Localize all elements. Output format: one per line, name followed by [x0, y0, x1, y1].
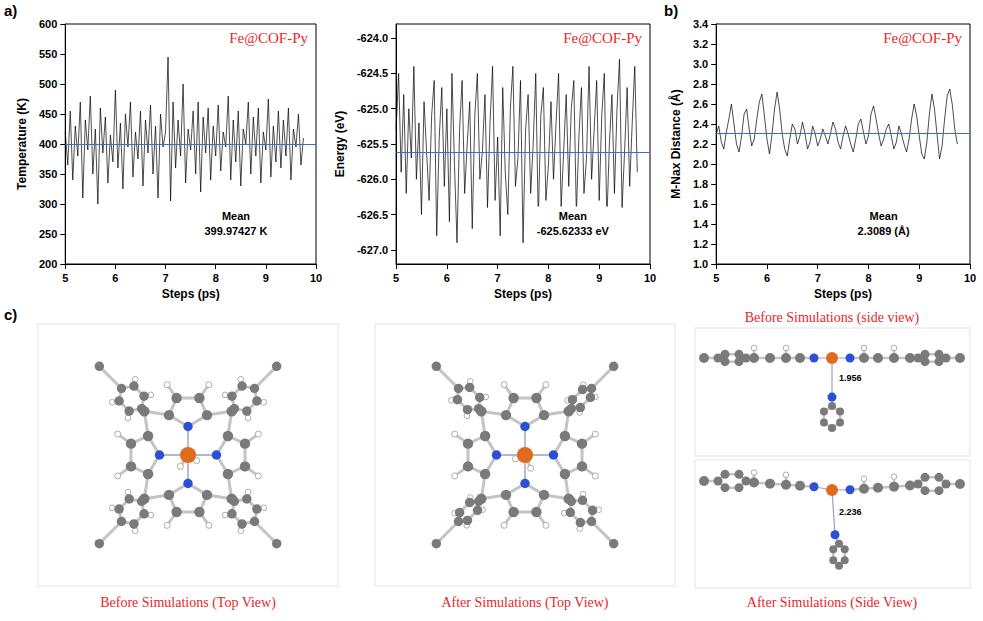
svg-text:1.2: 1.2: [693, 238, 708, 250]
svg-text:2.2: 2.2: [693, 138, 708, 150]
svg-text:1.4: 1.4: [693, 218, 709, 230]
svg-text:2.6: 2.6: [693, 98, 708, 110]
svg-text:5: 5: [62, 272, 68, 284]
svg-text:After Simulations (Side View): After Simulations (Side View): [747, 595, 918, 611]
svg-text:9: 9: [263, 272, 269, 284]
svg-text:2.0: 2.0: [693, 158, 708, 170]
svg-text:6: 6: [764, 272, 770, 284]
svg-text:3.0: 3.0: [693, 58, 708, 70]
svg-text:Before Simulations (Top View): Before Simulations (Top View): [100, 595, 276, 611]
svg-text:Mean: Mean: [559, 210, 587, 222]
svg-text:-626.0: -626.0: [357, 173, 388, 185]
html-text:b): b): [664, 2, 679, 19]
svg-text:6: 6: [444, 272, 450, 284]
svg-text:600: 600: [39, 18, 57, 30]
svg-text:-627.0: -627.0: [357, 244, 388, 256]
html-text:c): c): [4, 306, 18, 323]
svg-text:1.6: 1.6: [693, 198, 708, 210]
svg-text:-625.62333 eV: -625.62333 eV: [537, 225, 610, 237]
svg-text:Steps (ps): Steps (ps): [814, 287, 872, 301]
svg-text:2.3089 (Å): 2.3089 (Å): [858, 225, 910, 237]
svg-text:Before Simulations (side view): Before Simulations (side view): [745, 310, 920, 326]
svg-text:9: 9: [596, 272, 602, 284]
svg-text:399.97427 K: 399.97427 K: [204, 225, 267, 237]
svg-text:Mean: Mean: [222, 210, 250, 222]
svg-text:5: 5: [393, 272, 399, 284]
svg-text:1.8: 1.8: [693, 178, 708, 190]
svg-text:8: 8: [213, 272, 219, 284]
svg-text:6: 6: [112, 272, 118, 284]
svg-text:2.8: 2.8: [693, 78, 708, 90]
svg-text:200: 200: [39, 258, 57, 270]
svg-text:350: 350: [39, 168, 57, 180]
svg-text:7: 7: [162, 272, 168, 284]
svg-text:8: 8: [865, 272, 871, 284]
svg-text:7: 7: [815, 272, 821, 284]
svg-text:3.4: 3.4: [693, 18, 709, 30]
svg-text:1.0: 1.0: [693, 258, 708, 270]
svg-text:2.236: 2.236: [839, 507, 862, 517]
svg-text:-625.0: -625.0: [357, 103, 388, 115]
svg-text:10: 10: [964, 272, 976, 284]
svg-text:450: 450: [39, 108, 57, 120]
svg-text:Fe@COF-Py: Fe@COF-Py: [229, 30, 308, 46]
svg-text:M-Nax Distance (Å): M-Nax Distance (Å): [668, 89, 683, 198]
svg-text:7: 7: [495, 272, 501, 284]
svg-text:-626.5: -626.5: [357, 209, 388, 221]
svg-text:400: 400: [39, 138, 57, 150]
svg-text:After Simulations (Top View): After Simulations (Top View): [441, 595, 608, 611]
svg-text:3.2: 3.2: [693, 38, 708, 50]
svg-text:10: 10: [310, 272, 322, 284]
svg-text:500: 500: [39, 78, 57, 90]
svg-text:250: 250: [39, 228, 57, 240]
svg-text:Temperature (K): Temperature (K): [15, 98, 29, 190]
svg-text:Steps (ps): Steps (ps): [494, 287, 552, 301]
svg-text:10: 10: [644, 272, 656, 284]
svg-text:550: 550: [39, 48, 57, 60]
svg-text:1.956: 1.956: [839, 373, 862, 383]
svg-text:9: 9: [916, 272, 922, 284]
svg-text:Steps (ps): Steps (ps): [162, 287, 220, 301]
svg-text:300: 300: [39, 198, 57, 210]
svg-text:Fe@COF-Py: Fe@COF-Py: [563, 30, 642, 46]
svg-text:5: 5: [713, 272, 719, 284]
svg-text:Fe@COF-Py: Fe@COF-Py: [883, 30, 962, 46]
svg-text:Energy (eV): Energy (eV): [333, 111, 347, 178]
svg-text:-625.5: -625.5: [357, 138, 388, 150]
html-text:a): a): [4, 2, 18, 19]
svg-text:-624.5: -624.5: [357, 67, 388, 79]
svg-text:-624.0: -624.0: [357, 32, 388, 44]
svg-text:Mean: Mean: [870, 210, 898, 222]
svg-text:8: 8: [545, 272, 551, 284]
svg-text:2.4: 2.4: [693, 118, 709, 130]
